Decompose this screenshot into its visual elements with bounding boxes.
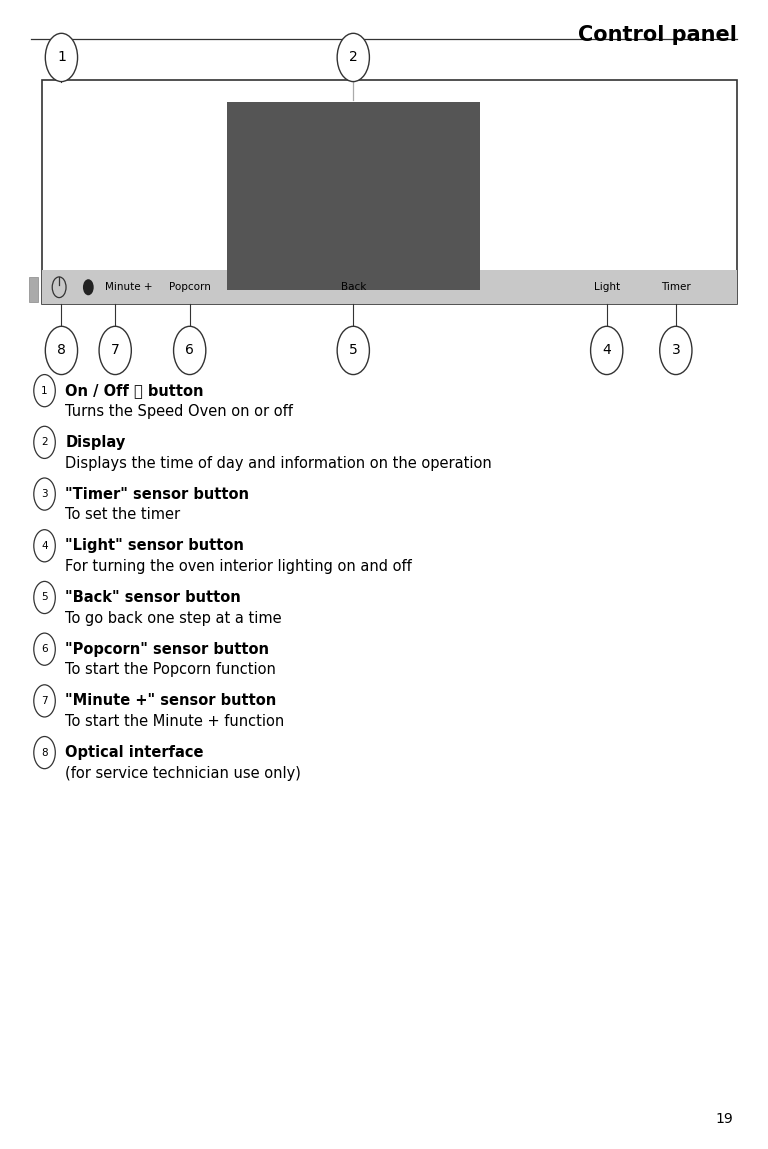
Bar bbox=[42, 270, 737, 304]
Text: Display: Display bbox=[65, 434, 125, 450]
Circle shape bbox=[99, 326, 131, 375]
Circle shape bbox=[174, 326, 206, 375]
Circle shape bbox=[34, 426, 55, 458]
Text: 8: 8 bbox=[57, 344, 66, 357]
Text: To start the Popcorn function: To start the Popcorn function bbox=[65, 662, 276, 678]
Text: For turning the oven interior lighting on and off: For turning the oven interior lighting o… bbox=[65, 558, 412, 574]
Circle shape bbox=[45, 33, 78, 82]
Text: 7: 7 bbox=[111, 344, 120, 357]
Text: "Minute +" sensor button: "Minute +" sensor button bbox=[65, 693, 276, 709]
Text: Control panel: Control panel bbox=[578, 25, 737, 45]
Circle shape bbox=[34, 685, 55, 717]
Text: 7: 7 bbox=[41, 696, 48, 705]
Text: 1: 1 bbox=[41, 386, 48, 395]
Circle shape bbox=[34, 478, 55, 510]
Text: 6: 6 bbox=[185, 344, 194, 357]
Circle shape bbox=[34, 737, 55, 769]
Text: Displays the time of day and information on the operation: Displays the time of day and information… bbox=[65, 455, 492, 471]
Text: Timer: Timer bbox=[661, 283, 690, 292]
Circle shape bbox=[591, 326, 623, 375]
Circle shape bbox=[83, 279, 94, 295]
Text: To start the Minute + function: To start the Minute + function bbox=[65, 714, 284, 730]
Circle shape bbox=[45, 326, 78, 375]
Text: Back: Back bbox=[340, 283, 366, 292]
Text: 2: 2 bbox=[41, 438, 48, 447]
Text: Optical interface: Optical interface bbox=[65, 745, 204, 761]
Text: Minute +: Minute + bbox=[105, 283, 153, 292]
Text: 8: 8 bbox=[41, 748, 48, 757]
Circle shape bbox=[34, 530, 55, 562]
Text: 3: 3 bbox=[41, 489, 48, 499]
Circle shape bbox=[337, 326, 369, 375]
Text: 4: 4 bbox=[602, 344, 611, 357]
Text: 5: 5 bbox=[41, 593, 48, 602]
Text: 2: 2 bbox=[349, 51, 358, 64]
Bar bbox=[29, 277, 38, 302]
Text: On / Off ⓘ button: On / Off ⓘ button bbox=[65, 383, 204, 399]
Text: (for service technician use only): (for service technician use only) bbox=[65, 765, 301, 781]
Text: Turns the Speed Oven on or off: Turns the Speed Oven on or off bbox=[65, 403, 293, 419]
Bar bbox=[42, 80, 737, 304]
Circle shape bbox=[660, 326, 692, 375]
Text: 1: 1 bbox=[57, 51, 66, 64]
Text: "Popcorn" sensor button: "Popcorn" sensor button bbox=[65, 641, 270, 657]
Text: Light: Light bbox=[594, 283, 620, 292]
Text: 3: 3 bbox=[671, 344, 680, 357]
Text: 6: 6 bbox=[41, 645, 48, 654]
Text: "Light" sensor button: "Light" sensor button bbox=[65, 538, 244, 554]
Text: Popcorn: Popcorn bbox=[169, 283, 210, 292]
Bar bbox=[227, 102, 480, 290]
Circle shape bbox=[34, 633, 55, 665]
Text: 19: 19 bbox=[716, 1112, 733, 1126]
Circle shape bbox=[34, 375, 55, 407]
Text: 5: 5 bbox=[349, 344, 358, 357]
Text: To set the timer: To set the timer bbox=[65, 507, 180, 523]
Circle shape bbox=[337, 33, 369, 82]
Text: "Timer" sensor button: "Timer" sensor button bbox=[65, 486, 250, 502]
Text: 4: 4 bbox=[41, 541, 48, 550]
Text: To go back one step at a time: To go back one step at a time bbox=[65, 610, 282, 626]
Circle shape bbox=[34, 581, 55, 614]
Text: "Back" sensor button: "Back" sensor button bbox=[65, 589, 241, 606]
